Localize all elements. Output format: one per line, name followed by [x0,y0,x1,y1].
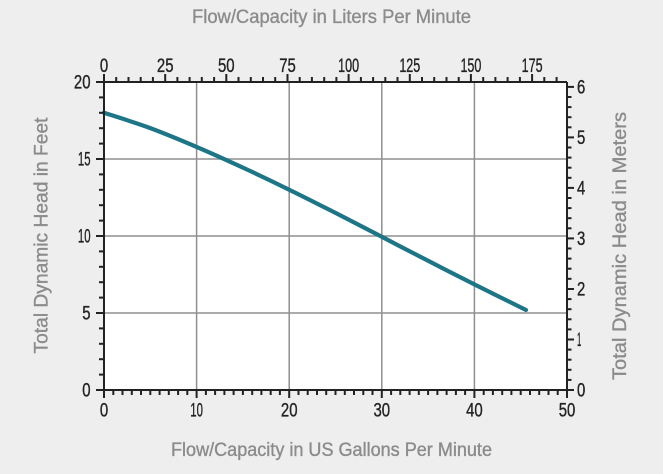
svg-text:0: 0 [577,381,585,402]
svg-text:30: 30 [374,400,391,421]
svg-text:0: 0 [82,381,90,402]
svg-text:Total Dynamic Head in Meters: Total Dynamic Head in Meters [610,112,631,380]
svg-text:40: 40 [466,400,483,421]
svg-text:125: 125 [399,56,420,77]
svg-text:Flow/Capacity in US Gallons Pe: Flow/Capacity in US Gallons Per Minute [171,440,492,461]
svg-text:0: 0 [100,56,108,77]
svg-text:Flow/Capacity in Liters Per Mi: Flow/Capacity in Liters Per Minute [192,7,471,28]
svg-text:100: 100 [338,56,359,77]
svg-text:75: 75 [279,56,296,77]
svg-text:175: 175 [522,56,543,77]
svg-text:50: 50 [559,400,576,421]
svg-text:2: 2 [577,280,585,301]
svg-text:50: 50 [218,56,235,77]
svg-text:20: 20 [281,400,298,421]
svg-text:Total Dynamic Head in Feet: Total Dynamic Head in Feet [32,117,53,354]
svg-text:3: 3 [577,229,585,250]
svg-text:25: 25 [157,56,174,77]
svg-text:5: 5 [577,128,585,149]
svg-text:0: 0 [100,400,108,421]
svg-text:4: 4 [577,179,586,200]
svg-text:1: 1 [577,330,581,351]
svg-text:6: 6 [577,78,585,99]
svg-text:5: 5 [82,304,90,325]
svg-text:10: 10 [190,400,203,421]
svg-text:15: 15 [78,150,91,171]
svg-text:20: 20 [74,73,91,94]
svg-text:10: 10 [78,227,91,248]
svg-text:150: 150 [460,56,481,77]
